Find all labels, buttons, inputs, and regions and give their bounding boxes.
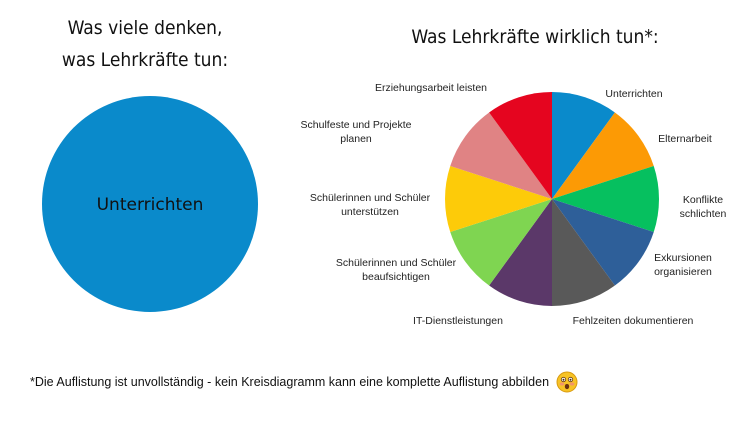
slice-label-erziehungsarbeit-leisten: Erziehungsarbeit leisten bbox=[375, 82, 487, 94]
pie-slice-elternarbeit bbox=[552, 112, 654, 199]
astonished-face-icon bbox=[556, 371, 578, 393]
pie-slice-erziehungsarbeit-leisten bbox=[489, 92, 552, 199]
left-title: Was viele denken, was Lehrkräfte tun: bbox=[40, 12, 250, 76]
footnote-text: *Die Auflistung ist unvollständig - kein… bbox=[30, 375, 550, 389]
pie-slice-fehlzeiten-dokumentieren bbox=[552, 199, 615, 306]
right-title: Was Lehrkräfte wirklich tun*: bbox=[411, 26, 659, 48]
slice-label-exkursionen-organisieren: Exkursionen organisieren bbox=[654, 252, 712, 278]
pie-slice-unterrichten bbox=[552, 92, 615, 199]
left-title-line2: was Lehrkräfte tun: bbox=[61, 49, 229, 71]
slice-label-schulfeste-und-projekte-planen: Schulfeste und Projekte planen bbox=[301, 119, 412, 145]
pie-slice-exkursionen-organisieren bbox=[552, 199, 654, 286]
pie-slice-konflikte-schlichten bbox=[552, 165, 659, 233]
pie-slice-schuelerinnen-und-schueler-unterstuetzen bbox=[445, 165, 552, 233]
slice-label-unterrichten: Unterrichten bbox=[605, 88, 662, 100]
slice-label-schuelerinnen-und-schueler-beaufsichtigen: Schülerinnen und Schüler beaufsichtigen bbox=[336, 257, 457, 283]
pie-slice-unterrichten bbox=[42, 96, 258, 312]
pie-slice-schuelerinnen-und-schueler-beaufsichtigen bbox=[450, 199, 552, 286]
slice-label-schuelerinnen-und-schueler-unterstuetzen: Schülerinnen und Schüler unterstützen bbox=[310, 192, 431, 218]
slice-label-konflikte-schlichten: Konflikte schlichten bbox=[680, 194, 727, 220]
pie-slice-it-dienstleistungen bbox=[489, 199, 552, 306]
pie-slice-schulfeste-und-projekte-planen bbox=[450, 112, 552, 199]
slice-label-elternarbeit: Elternarbeit bbox=[658, 133, 712, 145]
slice-label-fehlzeiten-dokumentieren: Fehlzeiten dokumentieren bbox=[573, 315, 694, 327]
footnote: *Die Auflistung ist unvollständig - kein… bbox=[30, 371, 578, 393]
pie-slice-label: Unterrichten bbox=[97, 195, 204, 215]
left-title-line1: Was viele denken, bbox=[67, 17, 223, 39]
slice-label-it-dienstleistungen: IT-Dienstleistungen bbox=[413, 315, 503, 327]
